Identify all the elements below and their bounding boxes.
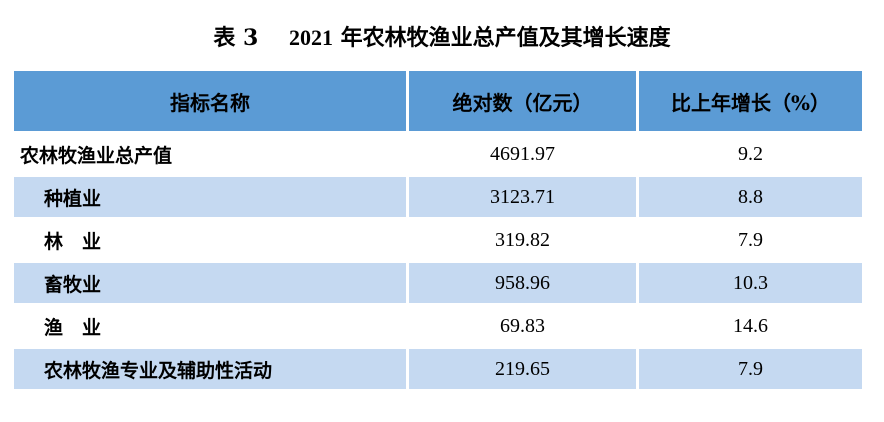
row-growth: 9.2 <box>636 134 862 174</box>
output-table: 指标名称 绝对数（亿元） 比上年增长（%） 农林牧渔业总产值 4691.97 9… <box>14 68 862 392</box>
header-growth-rate: 比上年增长（%） <box>636 71 862 131</box>
row-growth: 7.9 <box>636 220 862 260</box>
row-value: 69.83 <box>406 306 636 346</box>
table-title: 表 3 2021 年农林牧渔业总产值及其增长速度 <box>0 22 884 54</box>
row-value: 319.82 <box>406 220 636 260</box>
title-year: 2021 <box>288 25 333 50</box>
table-row: 种植业 3123.71 8.8 <box>14 177 862 217</box>
table-row: 农林牧渔专业及辅助性活动 219.65 7.9 <box>14 349 862 389</box>
table-row: 畜牧业 958.96 10.3 <box>14 263 862 303</box>
row-label: 畜牧业 <box>14 263 406 303</box>
row-label: 农林牧渔业总产值 <box>20 144 173 167</box>
table-row: 林 业 319.82 7.9 <box>14 220 862 260</box>
table-header-row: 指标名称 绝对数（亿元） 比上年增长（%） <box>14 71 862 131</box>
row-growth: 8.8 <box>636 177 862 217</box>
row-value: 219.65 <box>406 349 636 389</box>
row-growth: 10.3 <box>636 263 862 303</box>
header-absolute-value: 绝对数（亿元） <box>406 71 636 131</box>
row-label: 种植业 <box>14 177 406 217</box>
row-label: 农林牧渔专业及辅助性活动 <box>14 349 406 389</box>
row-value: 4691.97 <box>406 134 636 174</box>
table-number: 表 3 <box>213 25 259 51</box>
table-row: 渔 业 69.83 14.6 <box>14 306 862 346</box>
title-text: 年农林牧渔业总产值及其增长速度 <box>340 25 671 51</box>
row-label: 渔 业 <box>44 316 102 339</box>
row-value: 3123.71 <box>406 177 636 217</box>
header-indicator-name: 指标名称 <box>14 71 406 131</box>
row-growth: 7.9 <box>636 349 862 389</box>
table-row: 农林牧渔业总产值 4691.97 9.2 <box>14 134 862 174</box>
row-label: 林 业 <box>44 230 102 253</box>
row-value: 958.96 <box>406 263 636 303</box>
row-growth: 14.6 <box>636 306 862 346</box>
